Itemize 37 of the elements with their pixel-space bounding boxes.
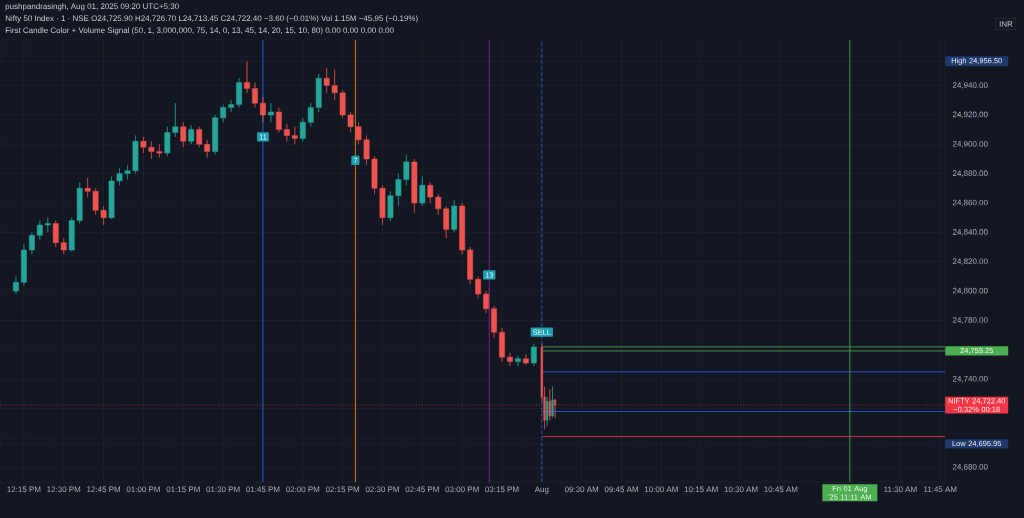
candlestick [411,158,418,214]
candlestick [228,99,234,113]
candlestick [13,276,19,295]
candlestick [551,386,554,418]
candlestick [28,232,35,255]
candlestick [236,77,242,108]
candlestick [483,290,489,314]
candlestick [291,126,298,145]
candlestick [515,355,521,367]
candlestick [467,246,473,285]
candlestick [419,176,426,207]
candlestick [268,102,274,123]
candlestick [212,114,219,155]
candlestick [220,104,226,123]
candlestick [553,398,557,419]
candlestick [546,396,549,427]
candlestick [499,327,505,362]
candlestick [507,352,513,367]
candlestick [523,353,529,365]
candlestick [276,107,282,133]
candlestick [283,123,290,142]
candlestick [260,97,266,123]
candlestick [530,343,537,367]
candlestick [188,124,195,145]
candlestick [252,82,258,108]
candlestick [451,199,458,233]
candlestick [548,389,551,421]
candlestick [36,220,43,240]
candlestick [244,61,250,94]
candlestick [21,243,27,286]
candlestick [491,305,497,339]
candlestick [475,276,481,299]
candlestick [44,217,51,233]
candlestick [204,139,211,158]
candlestick [459,202,466,255]
candlestick [196,126,203,148]
candlestick [180,121,187,148]
